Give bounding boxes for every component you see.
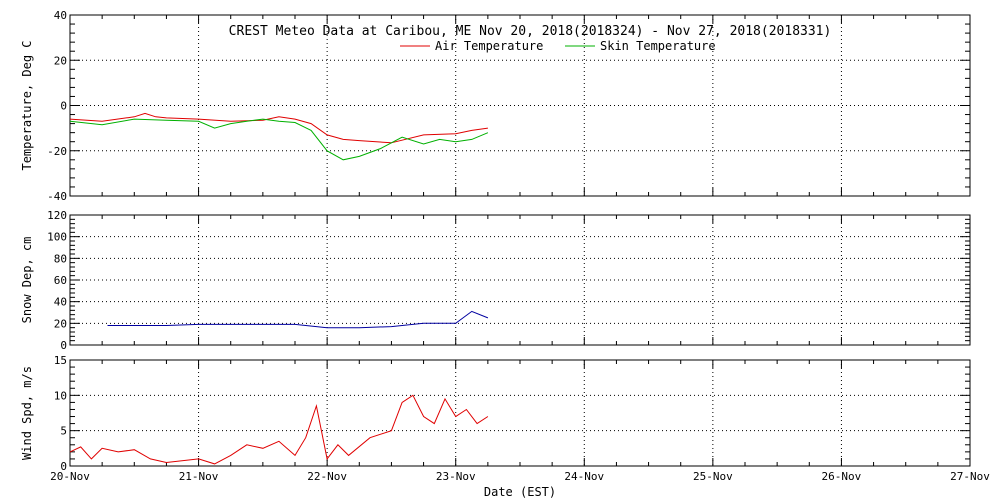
y-axis-title: Temperature, Deg C (20, 40, 34, 170)
y-axis-title: Snow Dep, cm (20, 237, 34, 324)
series-line (107, 310, 489, 329)
x-axis-title: Date (EST) (484, 485, 556, 499)
y-tick-label: 40 (54, 296, 67, 309)
y-axis-title: Wind Spd, m/s (20, 366, 34, 460)
chart-title: CREST Meteo Data at Caribou, ME Nov 20, … (229, 24, 832, 39)
x-tick-label: 26-Nov (822, 470, 862, 483)
plot-frame (69, 214, 971, 346)
panel-3: 0 5 10 15 Wind Spd, m/s (20, 354, 971, 473)
series-line (69, 118, 489, 161)
x-tick-label: 27-Nov (950, 470, 990, 483)
y-tick-label: 0 (60, 460, 67, 473)
y-tick-label: 5 (60, 425, 67, 438)
y-tick-label: 10 (54, 389, 67, 402)
panel-2: 0 20 40 60 80 100 120 Snow Dep, cm (20, 209, 971, 352)
y-tick-label: 20 (54, 54, 67, 67)
y-tick-label: 80 (54, 252, 67, 265)
y-tick-label: 0 (60, 339, 67, 352)
series-line (69, 112, 488, 144)
legend-label: Skin Temperature (600, 39, 716, 53)
y-tick-label: -40 (47, 190, 67, 203)
x-tick-label: 23-Nov (436, 470, 476, 483)
x-tick-label: 25-Nov (693, 470, 733, 483)
y-tick-label: 40 (54, 9, 67, 22)
x-tick-label: 20-Nov (50, 470, 90, 483)
y-tick-label: 60 (54, 274, 67, 287)
legend-label: Air Temperature (435, 39, 543, 53)
x-tick-label: 21-Nov (179, 470, 219, 483)
chart-panels: -40 -20 0 20 40 Temperature, Deg C Air Tempera… (20, 9, 990, 483)
plot-frame (69, 14, 971, 197)
y-tick-label: 0 (60, 100, 67, 113)
x-tick-label: 22-Nov (307, 470, 347, 483)
y-tick-label: 15 (54, 354, 67, 367)
y-tick-label: -20 (47, 145, 67, 158)
panel-1: -40 -20 0 20 40 Temperature, Deg C Air Tempera… (20, 9, 971, 203)
y-tick-label: 120 (47, 209, 67, 222)
y-tick-label: 100 (47, 231, 67, 244)
x-tick-label: 24-Nov (564, 470, 604, 483)
series-line (69, 394, 489, 465)
y-tick-label: 20 (54, 317, 67, 330)
plot-frame (69, 359, 971, 467)
